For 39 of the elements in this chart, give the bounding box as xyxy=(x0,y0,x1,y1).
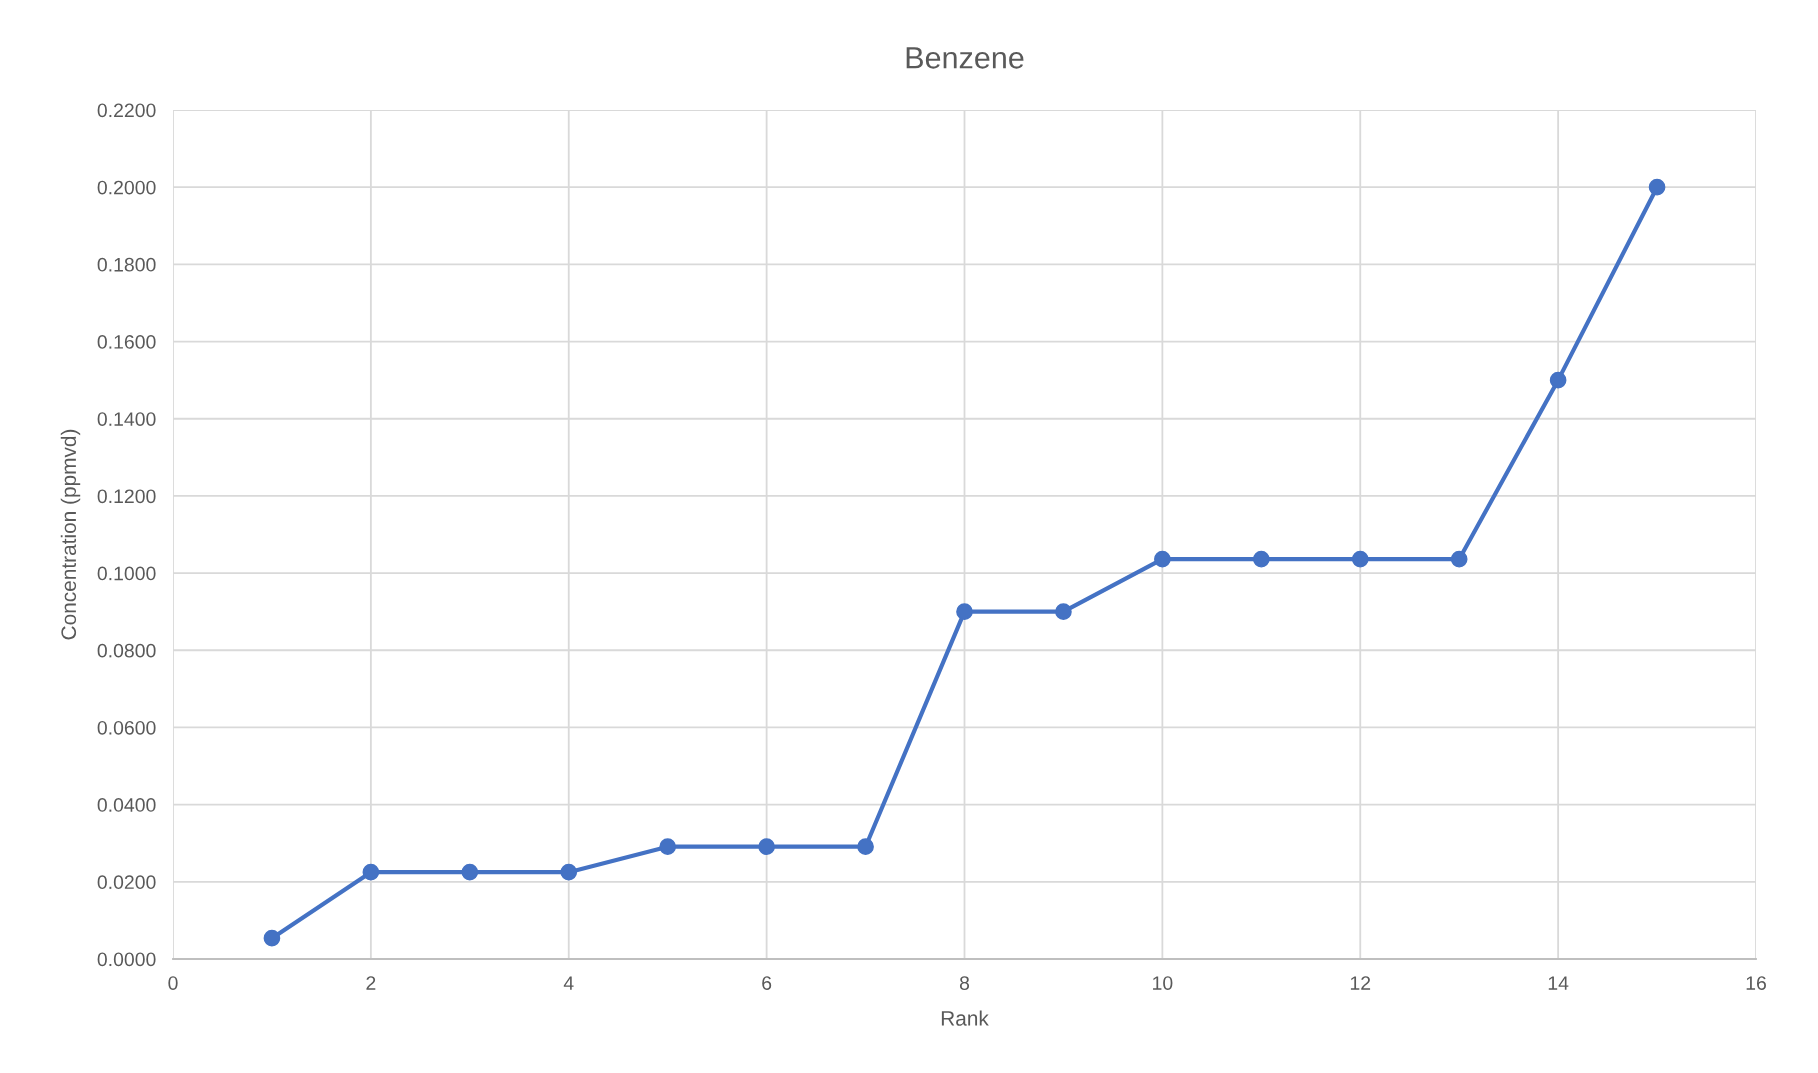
point xyxy=(461,863,479,881)
point xyxy=(362,863,380,881)
x-tick-label: 12 xyxy=(1350,976,1371,990)
x-axis-title: Rank xyxy=(941,1010,989,1026)
point xyxy=(1154,550,1171,568)
y-axis-title: Concentration (ppmvd) xyxy=(60,429,81,640)
point xyxy=(263,929,281,947)
y-tick-label: 0.1600 xyxy=(97,335,156,349)
point xyxy=(1351,550,1369,568)
y-tick-label: 0.1400 xyxy=(97,412,156,426)
y-tick-label: 0.1200 xyxy=(97,489,156,504)
point xyxy=(1549,371,1567,389)
y-tick-label: 0.0400 xyxy=(97,798,156,812)
y-tick-label: 0.2000 xyxy=(97,180,156,195)
x-tick-label: 6 xyxy=(762,976,772,990)
point xyxy=(1252,550,1270,568)
x-tick-label: 0 xyxy=(168,976,178,990)
y-tick-label: 0.0600 xyxy=(97,720,156,735)
point xyxy=(1648,178,1666,196)
x-tick-label: 14 xyxy=(1548,976,1569,990)
point xyxy=(1450,550,1468,568)
point xyxy=(857,838,874,856)
x-tick-label: 2 xyxy=(366,976,376,990)
x-tick-label: 4 xyxy=(563,976,574,990)
x-tick-label: 10 xyxy=(1153,976,1173,990)
point xyxy=(560,863,578,881)
y-tick-label: 0.1000 xyxy=(97,566,156,581)
point xyxy=(758,838,775,856)
y-tick-label: 0.0000 xyxy=(97,952,156,967)
y-tick-label: 0.0200 xyxy=(97,875,156,890)
point xyxy=(1055,603,1072,621)
point xyxy=(956,603,973,621)
x-tick-label: 16 xyxy=(1746,976,1766,990)
y-tick-label: 0.0800 xyxy=(97,643,156,658)
x-tick-label: 8 xyxy=(959,976,970,990)
y-tick-label: 0.1800 xyxy=(97,257,156,272)
y-tick-label: 0.2200 xyxy=(97,103,156,118)
point xyxy=(659,838,677,856)
chart-title: Benzene xyxy=(906,47,1024,69)
